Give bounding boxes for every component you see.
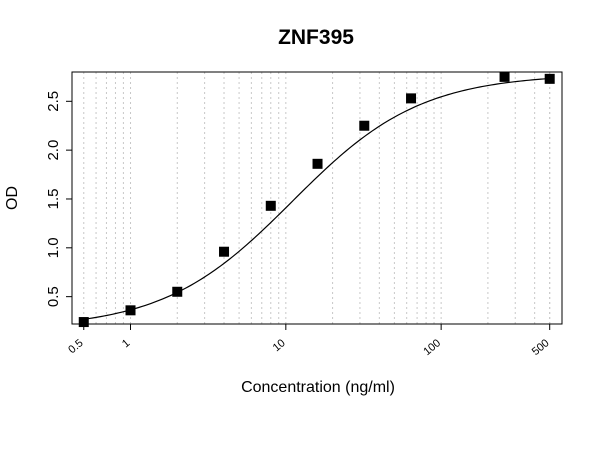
fit-curve (83, 77, 550, 320)
y-tick-label: 2.0 (45, 140, 62, 161)
y-axis-label: OD (4, 186, 21, 210)
y-tick-label: 0.5 (45, 286, 62, 307)
axes: 0.5 1 10 100 500 0.5 1.0 1.5 2.0 2.5 (45, 91, 552, 358)
data-point (78, 317, 89, 328)
plot-frame (71, 71, 563, 325)
data-point (265, 200, 276, 211)
x-axis-label: Concentration (ng/ml) (241, 379, 395, 396)
data-point (312, 158, 323, 169)
data-point (406, 93, 417, 104)
y-tick-label: 1.0 (45, 237, 62, 258)
x-tick-label: 0.5 (66, 337, 85, 356)
y-tick-label: 1.5 (45, 189, 62, 210)
data-points (78, 71, 555, 328)
grid-lines (83, 72, 563, 324)
data-point (359, 120, 370, 131)
data-point (125, 305, 136, 316)
data-point (172, 286, 183, 297)
x-tick-label: 10 (271, 337, 288, 354)
data-point (544, 73, 555, 84)
y-tick-label: 2.5 (45, 91, 62, 112)
chart-title: ZNF395 (278, 26, 354, 49)
x-tick-label: 100 (421, 337, 443, 358)
data-point (499, 71, 510, 82)
x-tick-label: 1 (120, 337, 132, 350)
x-tick-label: 500 (530, 337, 552, 358)
data-point (219, 246, 230, 257)
